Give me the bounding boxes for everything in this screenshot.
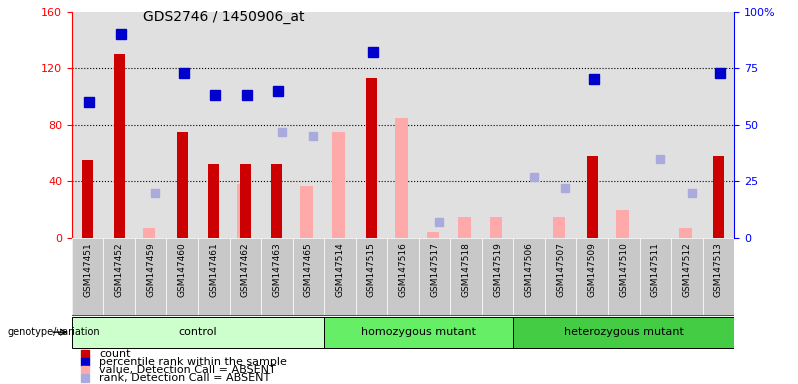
Bar: [513, 317, 734, 348]
Bar: [587, 156, 598, 238]
Bar: [395, 118, 408, 238]
Text: heterozygous mutant: heterozygous mutant: [564, 327, 684, 337]
Text: GSM147516: GSM147516: [398, 242, 408, 297]
Text: GSM147459: GSM147459: [146, 242, 155, 297]
Bar: [713, 156, 724, 238]
Bar: [679, 228, 692, 238]
Text: GSM147462: GSM147462: [241, 242, 250, 296]
Bar: [198, 238, 230, 315]
Text: homozygous mutant: homozygous mutant: [361, 327, 476, 337]
Bar: [261, 238, 293, 315]
Bar: [293, 238, 324, 315]
Bar: [143, 228, 156, 238]
Text: GSM147514: GSM147514: [335, 242, 345, 297]
Text: GSM147518: GSM147518: [461, 242, 471, 297]
Bar: [671, 238, 702, 315]
Text: count: count: [99, 349, 130, 359]
Text: GSM147519: GSM147519: [493, 242, 502, 297]
Text: value, Detection Call = ABSENT: value, Detection Call = ABSENT: [99, 365, 275, 375]
Bar: [324, 238, 356, 315]
Text: GSM147515: GSM147515: [367, 242, 376, 297]
Text: GSM147506: GSM147506: [524, 242, 534, 297]
Bar: [239, 164, 251, 238]
Text: GSM147513: GSM147513: [714, 242, 723, 297]
Bar: [230, 238, 261, 315]
Bar: [271, 164, 282, 238]
Text: GSM147460: GSM147460: [178, 242, 187, 297]
Bar: [72, 238, 104, 315]
Bar: [356, 238, 387, 315]
Bar: [702, 238, 734, 315]
Bar: [427, 232, 439, 238]
Text: GDS2746 / 1450906_at: GDS2746 / 1450906_at: [143, 10, 304, 23]
Text: GSM147507: GSM147507: [556, 242, 565, 297]
Bar: [72, 317, 324, 348]
Text: GSM147509: GSM147509: [588, 242, 597, 297]
Bar: [608, 238, 639, 315]
Text: GSM147517: GSM147517: [430, 242, 439, 297]
Text: rank, Detection Call = ABSENT: rank, Detection Call = ABSENT: [99, 374, 271, 384]
Text: GSM147463: GSM147463: [272, 242, 282, 297]
Bar: [387, 238, 419, 315]
Bar: [576, 238, 608, 315]
Bar: [238, 184, 250, 238]
Text: GSM147451: GSM147451: [83, 242, 92, 297]
Bar: [553, 217, 566, 238]
Text: GSM147465: GSM147465: [304, 242, 313, 297]
Bar: [450, 238, 482, 315]
Bar: [419, 238, 450, 315]
Bar: [104, 238, 135, 315]
Bar: [167, 238, 198, 315]
Bar: [616, 210, 629, 238]
Bar: [113, 54, 124, 238]
Bar: [366, 78, 377, 238]
Bar: [482, 238, 513, 315]
Bar: [301, 186, 313, 238]
Bar: [639, 238, 671, 315]
Text: control: control: [179, 327, 217, 337]
Bar: [135, 238, 167, 315]
Bar: [332, 132, 345, 238]
Text: GSM147512: GSM147512: [682, 242, 691, 297]
Bar: [208, 164, 219, 238]
Bar: [82, 160, 93, 238]
Bar: [513, 238, 545, 315]
Bar: [324, 317, 513, 348]
Bar: [458, 217, 471, 238]
Text: GSM147461: GSM147461: [209, 242, 218, 297]
Text: GSM147510: GSM147510: [619, 242, 628, 297]
Text: genotype/variation: genotype/variation: [8, 327, 101, 337]
Bar: [176, 132, 188, 238]
Bar: [545, 238, 576, 315]
Bar: [490, 217, 503, 238]
Text: GSM147452: GSM147452: [115, 242, 124, 296]
Text: GSM147511: GSM147511: [651, 242, 660, 297]
Text: percentile rank within the sample: percentile rank within the sample: [99, 357, 286, 367]
